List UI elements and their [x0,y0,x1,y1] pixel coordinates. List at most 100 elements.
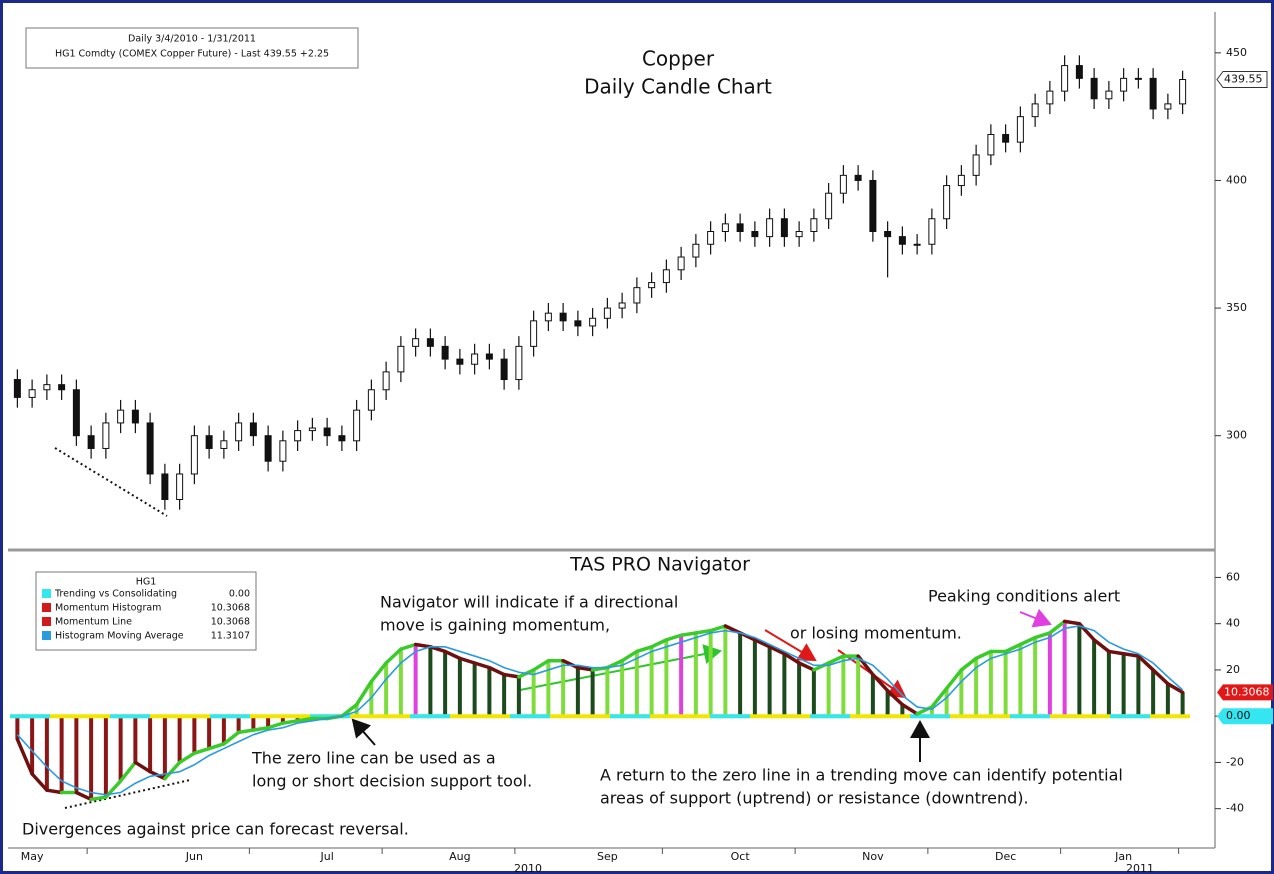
momentum-line [930,686,949,709]
candle-body [928,218,936,245]
candle-body [515,345,523,381]
histogram-bar [679,635,684,717]
momentum-line [369,661,388,684]
histogram-bar [752,639,757,717]
candle-body [190,435,198,475]
x-tick-label: Nov [862,850,884,863]
momentum-line [1136,654,1155,672]
candle-body [751,231,759,238]
candle-body [795,231,803,238]
annotation: Peaking conditions alert [928,587,1120,606]
histogram-bar [502,674,507,717]
candle-body [1179,79,1187,105]
candle-body [1134,77,1142,80]
histogram-bar [1077,623,1082,717]
candle-body [1090,77,1098,100]
histogram-bar [236,716,241,733]
momentum-line [1121,652,1141,658]
momentum-line [900,702,919,716]
momentum-line [384,647,403,665]
momentum-line [30,772,49,792]
histogram-bar [1121,653,1126,717]
histogram-bar [708,630,713,717]
histogram-bar [369,681,374,717]
legend-label: Momentum Histogram [55,603,161,614]
chart-subtitle: Daily Candle Chart [584,75,772,99]
histogram-bar [1151,669,1156,717]
momentum-line [207,742,226,751]
info-box [25,27,359,69]
candle-body [176,473,184,501]
momentum-line [177,751,197,765]
legend-value: 11.3107 [211,631,250,642]
x-tick-label: Oct [731,850,751,863]
momentum-line [340,702,359,718]
candle-body [825,192,833,220]
candle-body [854,174,862,181]
last-price-label: 439.55 [1224,73,1263,86]
histogram-bar [443,651,448,717]
histogram-bar [590,669,595,717]
annotation: The zero line can be used as a [251,749,496,768]
candle-body [707,231,715,245]
histogram-bar [841,656,846,717]
histogram-bar [457,658,462,717]
momentum-line [266,721,285,730]
annotation: or losing momentum. [790,624,962,643]
momentum-line [74,790,93,802]
trend-flag [1217,708,1273,725]
histogram-bar [546,660,551,717]
histogram-bar [1062,621,1067,717]
candle-body [426,338,434,347]
momentum-line [281,719,300,725]
momentum-line [472,661,492,670]
momentum-line [502,672,521,679]
candle-body [441,345,449,360]
candle-body [1120,77,1128,92]
y-tick-label: 60 [1226,570,1240,583]
arrow [351,718,376,746]
momentum-line [1092,638,1111,654]
candle-body [1016,116,1024,143]
last-price-flag [1216,71,1268,89]
chart-title: Copper [642,47,715,71]
histogram-bar [1003,651,1008,717]
candle-body [382,371,390,391]
candle-body [367,389,375,411]
candle-body [692,243,700,258]
histogram-bar [561,660,566,717]
momentum-line [708,624,728,633]
histogram-bar [177,716,182,763]
momentum-line [1003,642,1023,654]
histogram-bar [221,716,226,744]
histogram-bar [162,716,167,779]
candle-body [544,312,552,322]
candle-body [884,231,892,238]
candle-body [205,435,213,449]
histogram-bar [605,667,610,717]
histogram-bar [295,716,300,721]
momentum-line [753,638,772,649]
histogram-bar [413,644,418,717]
momentum-line [458,656,477,665]
momentum-line [812,661,831,672]
histogram-bar [398,649,403,717]
momentum-line [163,760,182,781]
momentum-line [1062,619,1082,626]
momentum-line [959,656,978,672]
y-tick-label: 300 [1226,429,1247,442]
candle-body [1075,65,1083,79]
histogram-bar [620,660,625,717]
candle-body [589,317,597,327]
candle-body [603,307,611,319]
annotation: long or short decision support tool. [252,772,532,791]
moving-average-line [16,625,1184,796]
legend-value: 10.3068 [211,603,250,614]
histogram-bar [856,656,861,717]
candle-body [972,154,980,176]
candle-body [736,223,744,233]
candle-body [323,427,331,437]
y-tick-label: 350 [1226,301,1247,314]
x-tick-label: Jun [185,850,203,863]
